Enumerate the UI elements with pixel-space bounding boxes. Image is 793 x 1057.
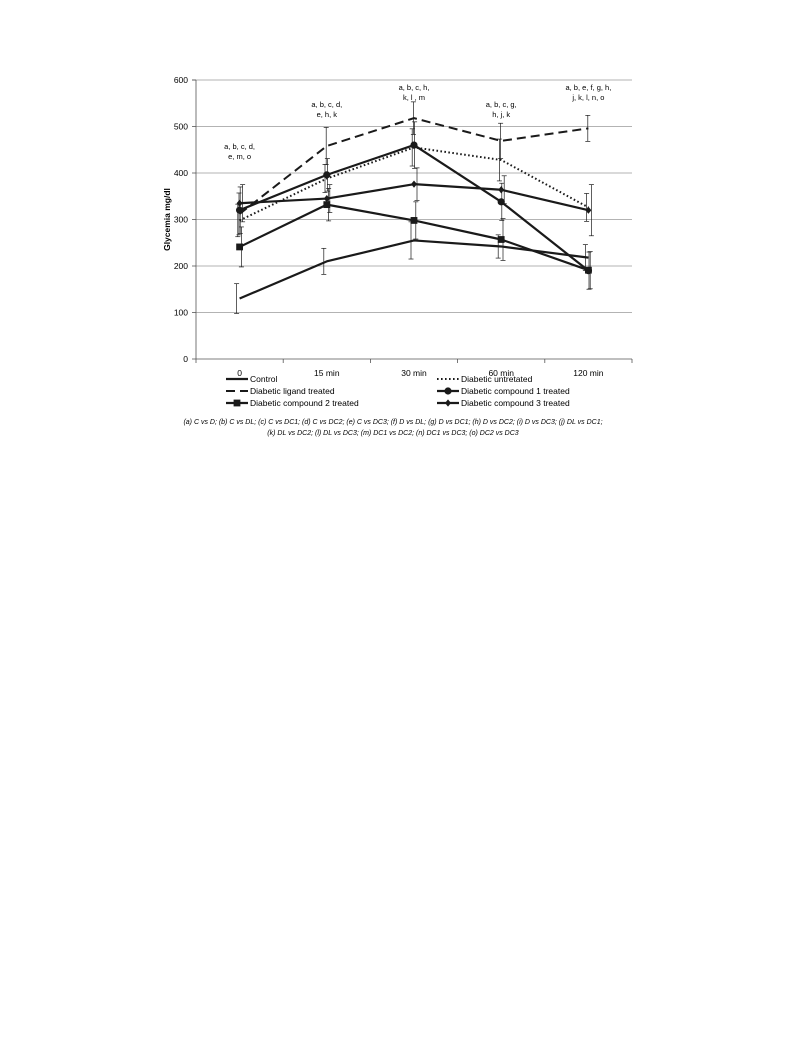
- data-point-diabetic-compound-2-treated: [497, 236, 505, 243]
- significance-label: e, h, k: [317, 110, 338, 119]
- significance-label: k, l , m: [403, 93, 425, 102]
- y-tick-label: 400: [174, 168, 188, 178]
- data-point-diabetic-compound-3-treated: [498, 186, 505, 194]
- data-point-diabetic-compound-1-treated: [497, 198, 505, 206]
- data-point-diabetic-compound-3-treated: [411, 180, 417, 188]
- y-tick-label: 500: [174, 122, 188, 132]
- y-tick-label: 300: [174, 215, 188, 225]
- data-point-diabetic-compound-2-treated: [585, 266, 592, 274]
- significance-label: a, b, c, g,: [486, 100, 517, 109]
- significance-label: a, b, c, h,: [399, 83, 430, 92]
- significance-label: h, j, k: [492, 110, 510, 119]
- y-tick-label: 200: [174, 261, 188, 271]
- legend-label-diabetic-compound-3-treated: Diabetic compound 3 treated: [461, 398, 570, 408]
- x-tick-label: 0: [237, 368, 242, 378]
- data-point-diabetic-compound-3-treated: [585, 206, 592, 214]
- axes: 0 100 200 300 400 500 600 0 15 min 30 min 60 min 12…: [162, 75, 633, 378]
- y-axis-label: Glycemia mg/dl: [162, 188, 172, 251]
- significance-label: a, b, e, f, g, h,: [565, 83, 611, 92]
- data-point-diabetic-compound-2-treated: [236, 243, 243, 251]
- series-line-diabetic-ligand-treated: [238, 117, 589, 215]
- data-point-diabetic-compound-3-treated: [236, 199, 243, 207]
- caption-line-2: (k) DL vs DC2; (l) DL vs DC3; (m) DC1 vs…: [267, 430, 519, 437]
- legend-marker-diabetic-compound-1-treated: [444, 387, 452, 395]
- y-tick-label: 100: [174, 308, 188, 318]
- y-tick-label: 0: [183, 354, 188, 364]
- legend-label-diabetic-compound-2-treated: Diabetic compound 2 treated: [250, 398, 359, 408]
- legend-label-diabetic-compound-1-treated: Diabetic compound 1 treated: [461, 386, 570, 396]
- series-line-control: [239, 239, 589, 300]
- x-tick-label: 120 min: [573, 368, 604, 378]
- significance-label: a, b, c, d,: [311, 100, 342, 109]
- glycemia-line-chart: 0 100 200 300 400 500 600 0 15 min 30 min 60 min 12…: [162, 75, 633, 408]
- error-bars: [234, 101, 594, 314]
- legend-label-diabetic-ligand-treated: Diabetic ligand treated: [250, 386, 335, 396]
- significance-annotations: a, b, c, d,e, m, oa, b, c, d,e, h, ka, b…: [224, 83, 611, 161]
- legend-label-diabetic-untretated: Diabetic untretated: [461, 374, 533, 384]
- legend-marker-diabetic-compound-2-treated: [233, 399, 241, 407]
- legend-label-control: Control: [250, 374, 278, 384]
- legend-marker-diabetic-compound-3-treated: [445, 399, 451, 407]
- data-point-diabetic-compound-3-treated: [323, 194, 330, 203]
- series-line-diabetic-compound-2-treated: [239, 203, 589, 272]
- data-point-diabetic-compound-1-treated: [236, 206, 244, 214]
- significance-label: e, m, o: [228, 152, 251, 161]
- caption-line-1: (a) C vs D; (b) C vs DL; (c) C vs DC1; (…: [183, 419, 603, 426]
- data-point-diabetic-compound-2-treated: [410, 217, 418, 224]
- x-tick-label: 30 min: [401, 368, 427, 378]
- y-tick-label: 600: [174, 75, 188, 85]
- data-point-diabetic-compound-1-treated: [410, 141, 418, 149]
- data-point-diabetic-compound-1-treated: [323, 171, 331, 179]
- significance-label: a, b, c, d,: [224, 142, 255, 151]
- x-tick-label: 60 min: [488, 368, 514, 378]
- series-markers: [236, 141, 593, 275]
- legend: Control Diabetic untretated Diabetic ligan…: [226, 374, 570, 408]
- x-tick-label: 15 min: [314, 368, 340, 378]
- significance-label: j, k, l, n, o: [571, 93, 604, 102]
- data-point-diabetic-compound-2-treated: [323, 201, 331, 209]
